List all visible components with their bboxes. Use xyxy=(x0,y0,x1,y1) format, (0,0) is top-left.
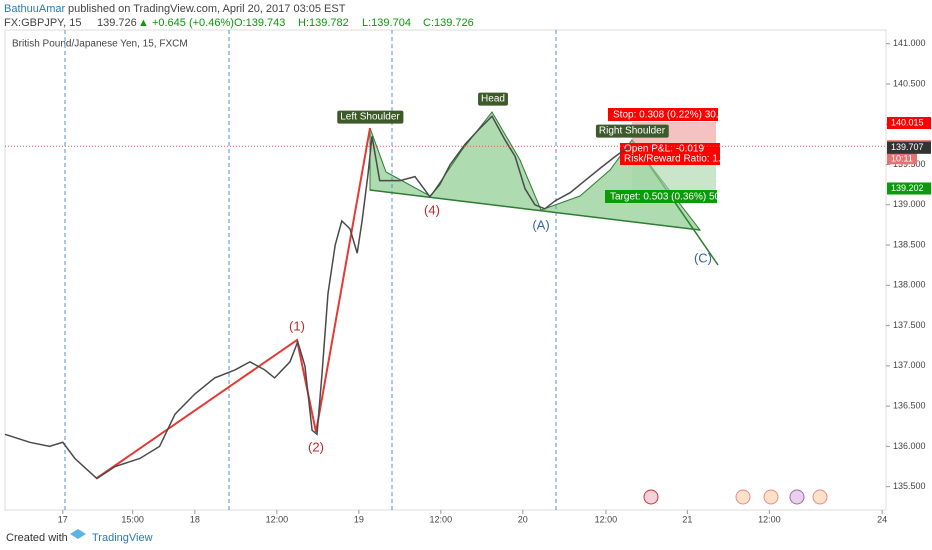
x-tick-label: 18 xyxy=(190,514,200,524)
annotation: (C) xyxy=(694,250,712,265)
annotation-box xyxy=(478,92,508,106)
y-tick-label: 136.500 xyxy=(893,400,926,410)
x-tick-label: 19 xyxy=(354,514,364,524)
price: 139.726 xyxy=(97,17,137,29)
countdown: 10:11 xyxy=(891,154,913,164)
y-tick-label: 138.500 xyxy=(893,239,926,249)
target-label: Target: 0.503 (0.36%) 50.5 xyxy=(610,192,729,203)
y-tick-label: 136.000 xyxy=(893,441,926,451)
price-tag-label: 139.202 xyxy=(891,183,924,193)
x-tick-label: 21 xyxy=(682,514,692,524)
price-tag xyxy=(887,117,931,130)
price-tag xyxy=(887,182,931,195)
x-tick-label: 20 xyxy=(518,514,528,524)
x-tick-label: 12:00 xyxy=(266,514,289,524)
plot-frame xyxy=(4,29,887,511)
brand-icon xyxy=(70,529,86,539)
chart-title: British Pound/Japanese Yen, 15, FXCM xyxy=(12,39,188,50)
x-tick-label: 17 xyxy=(58,514,68,524)
ohlc: C:139.726 xyxy=(423,17,474,29)
price-tag-label: 139.707 xyxy=(891,142,924,152)
y-tick-label: 139.000 xyxy=(893,199,926,209)
stop-box xyxy=(608,108,718,121)
y-tick-label: 140.500 xyxy=(893,78,926,88)
neckline xyxy=(369,189,701,231)
countdown-tag xyxy=(887,153,917,165)
pnl-label: Open P&L: -0.019 xyxy=(624,144,704,155)
x-tick-label: 12:00 xyxy=(758,514,781,524)
annotation-box xyxy=(337,110,404,124)
ohlc: H:139.782 xyxy=(298,17,349,29)
y-tick-label: 137.500 xyxy=(893,320,926,330)
annotation: Head xyxy=(481,94,505,105)
event-icons xyxy=(643,489,828,505)
annotation: (2) xyxy=(308,439,324,454)
price-tag-label: 140.015 xyxy=(891,117,924,127)
change: ▲ +0.645 (+0.46%) xyxy=(138,17,234,29)
footer-brand[interactable]: TradingView xyxy=(92,532,153,544)
annotation: Left Shoulder xyxy=(340,112,400,123)
annotation: (4) xyxy=(424,202,440,217)
footer-created: Created with xyxy=(6,532,68,544)
published: published on TradingView.com, April 20, … xyxy=(68,3,346,15)
annotation-box xyxy=(595,124,669,138)
ohlc: O:139.743 xyxy=(234,17,285,29)
author[interactable]: BathuuAmar xyxy=(4,3,65,15)
annotation: (A) xyxy=(532,217,549,232)
x-tick-label: 15:00 xyxy=(121,514,144,524)
annotation: (1) xyxy=(289,318,305,333)
x-tick-label: 12:00 xyxy=(430,514,453,524)
symbol: FX:GBPJPY, 15 xyxy=(4,17,81,29)
pnl-box xyxy=(620,143,720,165)
y-tick-label: 135.500 xyxy=(893,481,926,491)
y-tick-label: 141.000 xyxy=(893,38,926,48)
price-tag xyxy=(887,141,931,154)
stop-label: Stop: 0.308 (0.22%) 30.8 xyxy=(613,110,725,121)
x-tick-label: 12:00 xyxy=(595,514,618,524)
y-tick-label: 138.000 xyxy=(893,280,926,290)
session-breaks xyxy=(64,30,557,510)
ohlc: L:139.704 xyxy=(362,17,411,29)
y-tick-label: 137.000 xyxy=(893,360,926,370)
x-tick-label: 24 xyxy=(877,514,887,524)
rr-label: Risk/Reward Ratio: 1.64 xyxy=(624,154,732,165)
target-box xyxy=(605,190,717,203)
annotation: Right Shoulder xyxy=(599,126,666,137)
price-line xyxy=(4,114,631,480)
